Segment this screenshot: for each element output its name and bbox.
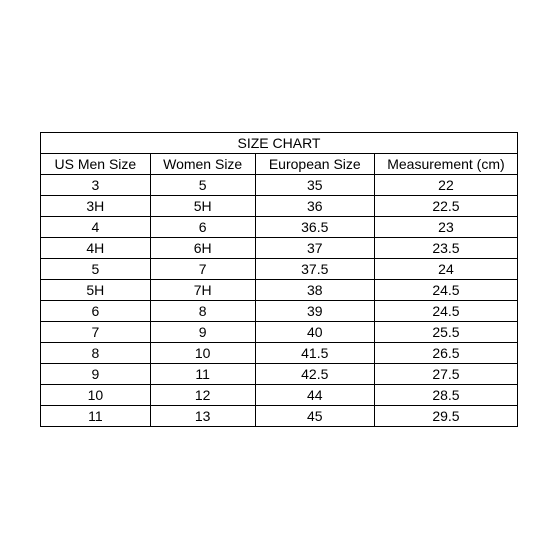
table-cell: 24.5 (374, 279, 517, 300)
table-cell: 25.5 (374, 321, 517, 342)
table-row: 3H5H3622.5 (41, 195, 518, 216)
table-title-row: SIZE CHART (41, 132, 518, 153)
table-header-row: US Men Size Women Size European Size Mea… (41, 153, 518, 174)
table-cell: 9 (150, 321, 255, 342)
table-cell: 4 (41, 216, 151, 237)
table-cell: 23.5 (374, 237, 517, 258)
table-cell: 5 (41, 258, 151, 279)
table-cell: 7H (150, 279, 255, 300)
table-cell: 22.5 (374, 195, 517, 216)
table-cell: 40 (255, 321, 374, 342)
table-cell: 26.5 (374, 342, 517, 363)
table-row: 81041.526.5 (41, 342, 518, 363)
table-row: 91142.527.5 (41, 363, 518, 384)
table-title: SIZE CHART (41, 132, 518, 153)
table-row: 794025.5 (41, 321, 518, 342)
table-cell: 3 (41, 174, 151, 195)
table-cell: 24 (374, 258, 517, 279)
table-cell: 41.5 (255, 342, 374, 363)
col-header-women: Women Size (150, 153, 255, 174)
table-cell: 12 (150, 384, 255, 405)
table-row: 5H7H3824.5 (41, 279, 518, 300)
table-row: 4636.523 (41, 216, 518, 237)
table-cell: 37 (255, 237, 374, 258)
table-cell: 8 (150, 300, 255, 321)
col-header-us-men: US Men Size (41, 153, 151, 174)
table-cell: 45 (255, 405, 374, 426)
table-body: SIZE CHART US Men Size Women Size Europe… (41, 132, 518, 426)
table-cell: 35 (255, 174, 374, 195)
table-cell: 9 (41, 363, 151, 384)
size-chart-container: SIZE CHART US Men Size Women Size Europe… (40, 132, 518, 427)
table-row: 5737.524 (41, 258, 518, 279)
table-cell: 5H (150, 195, 255, 216)
table-row: 683924.5 (41, 300, 518, 321)
table-cell: 5H (41, 279, 151, 300)
table-cell: 6H (150, 237, 255, 258)
table-row: 11134529.5 (41, 405, 518, 426)
table-cell: 10 (150, 342, 255, 363)
table-cell: 7 (41, 321, 151, 342)
col-header-measurement: Measurement (cm) (374, 153, 517, 174)
table-cell: 39 (255, 300, 374, 321)
table-cell: 8 (41, 342, 151, 363)
table-cell: 24.5 (374, 300, 517, 321)
table-cell: 28.5 (374, 384, 517, 405)
table-cell: 38 (255, 279, 374, 300)
table-cell: 22 (374, 174, 517, 195)
table-cell: 5 (150, 174, 255, 195)
size-chart-table: SIZE CHART US Men Size Women Size Europe… (40, 132, 518, 427)
table-cell: 27.5 (374, 363, 517, 384)
table-cell: 23 (374, 216, 517, 237)
table-cell: 36.5 (255, 216, 374, 237)
table-cell: 4H (41, 237, 151, 258)
col-header-european: European Size (255, 153, 374, 174)
table-cell: 7 (150, 258, 255, 279)
table-cell: 36 (255, 195, 374, 216)
table-cell: 42.5 (255, 363, 374, 384)
table-cell: 11 (41, 405, 151, 426)
table-cell: 3H (41, 195, 151, 216)
table-cell: 13 (150, 405, 255, 426)
table-row: 4H6H3723.5 (41, 237, 518, 258)
table-cell: 6 (150, 216, 255, 237)
table-cell: 11 (150, 363, 255, 384)
table-cell: 29.5 (374, 405, 517, 426)
table-cell: 37.5 (255, 258, 374, 279)
table-cell: 6 (41, 300, 151, 321)
table-cell: 10 (41, 384, 151, 405)
table-row: 353522 (41, 174, 518, 195)
table-cell: 44 (255, 384, 374, 405)
table-row: 10124428.5 (41, 384, 518, 405)
